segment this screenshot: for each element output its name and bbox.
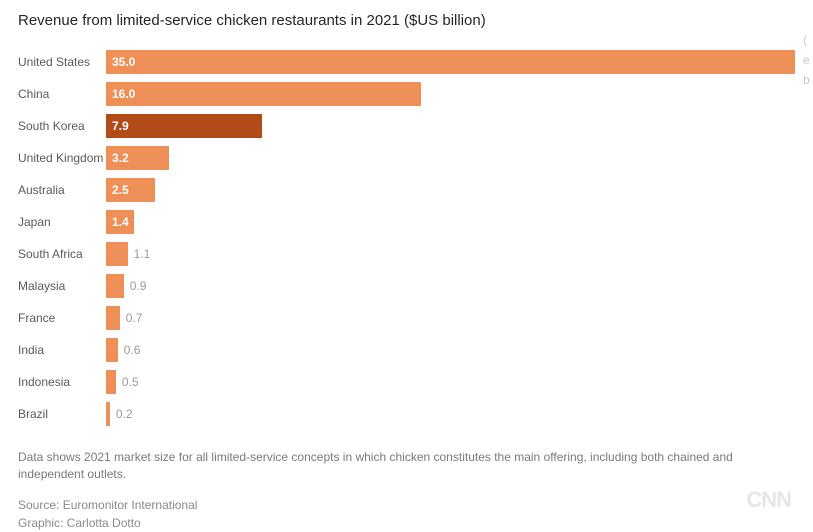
chart-row: Malaysia 0.9 xyxy=(18,271,795,301)
bar: 3.2 xyxy=(106,146,169,170)
bar xyxy=(106,306,120,330)
footer-note: Data shows 2021 market size for all limi… xyxy=(18,449,748,483)
bar-track: 3.2 xyxy=(106,146,795,170)
bar-track: 2.5 xyxy=(106,178,795,202)
chart-row: China 16.0 xyxy=(18,79,795,109)
bar-track: 16.0 xyxy=(106,82,795,106)
chart-title: Revenue from limited-service chicken res… xyxy=(18,12,795,29)
chart-row: India 0.6 xyxy=(18,335,795,365)
cnn-logo: CNN xyxy=(746,487,791,513)
chart-row: Japan 1.4 xyxy=(18,207,795,237)
bar-track: 0.7 xyxy=(106,306,795,330)
bar xyxy=(106,338,118,362)
bar: 7.9 xyxy=(106,114,262,138)
bar-track: 0.6 xyxy=(106,338,795,362)
bar-value: 3.2 xyxy=(112,151,129,165)
chart-row: Brazil 0.2 xyxy=(18,399,795,429)
category-label: Indonesia xyxy=(18,375,106,389)
footer-graphic: Graphic: Carlotta Dotto xyxy=(18,515,748,532)
bar-track: 0.5 xyxy=(106,370,795,394)
category-label: India xyxy=(18,343,106,357)
bar-value: 0.2 xyxy=(116,407,133,421)
edge-frag: ( xyxy=(803,30,813,50)
bar xyxy=(106,242,128,266)
chart-row: United Kingdom 3.2 xyxy=(18,143,795,173)
chart-footer: Data shows 2021 market size for all limi… xyxy=(18,449,748,532)
bar-track: 0.2 xyxy=(106,402,795,426)
category-label: Brazil xyxy=(18,407,106,421)
bar-value: 0.7 xyxy=(126,311,143,325)
category-label: United Kingdom xyxy=(18,151,106,165)
category-label: South Africa xyxy=(18,247,106,261)
bar-value: 0.9 xyxy=(130,279,147,293)
bar: 16.0 xyxy=(106,82,421,106)
bar-value: 0.6 xyxy=(124,343,141,357)
clipped-edge-text: ( e b xyxy=(803,30,813,90)
bar-value: 1.4 xyxy=(112,215,129,229)
bar: 1.4 xyxy=(106,210,134,234)
bar xyxy=(106,274,124,298)
category-label: United States xyxy=(18,55,106,69)
chart-row: South Korea 7.9 xyxy=(18,111,795,141)
bar-value: 35.0 xyxy=(112,55,135,69)
bar-value: 16.0 xyxy=(112,87,135,101)
chart-row: Australia 2.5 xyxy=(18,175,795,205)
bar xyxy=(106,402,110,426)
chart-row: France 0.7 xyxy=(18,303,795,333)
category-label: South Korea xyxy=(18,119,106,133)
bar-value: 1.1 xyxy=(134,247,151,261)
bar-track: 1.4 xyxy=(106,210,795,234)
bar-chart: United States 35.0 China 16.0 South Korea 7.9… xyxy=(18,47,795,429)
chart-row: South Africa 1.1 xyxy=(18,239,795,269)
bar-track: 0.9 xyxy=(106,274,795,298)
bar-track: 35.0 xyxy=(106,50,795,74)
edge-frag: b xyxy=(803,70,813,90)
category-label: Malaysia xyxy=(18,279,106,293)
footer-source: Source: Euromonitor International xyxy=(18,497,748,514)
bar-value: 2.5 xyxy=(112,183,129,197)
chart-row: Indonesia 0.5 xyxy=(18,367,795,397)
category-label: Australia xyxy=(18,183,106,197)
edge-frag: e xyxy=(803,50,813,70)
category-label: Japan xyxy=(18,215,106,229)
bar: 2.5 xyxy=(106,178,155,202)
chart-row: United States 35.0 xyxy=(18,47,795,77)
bar-value: 7.9 xyxy=(112,119,129,133)
bar-track: 1.1 xyxy=(106,242,795,266)
bar-value: 0.5 xyxy=(122,375,139,389)
bar: 35.0 xyxy=(106,50,795,74)
category-label: France xyxy=(18,311,106,325)
bar xyxy=(106,370,116,394)
bar-track: 7.9 xyxy=(106,114,795,138)
category-label: China xyxy=(18,87,106,101)
